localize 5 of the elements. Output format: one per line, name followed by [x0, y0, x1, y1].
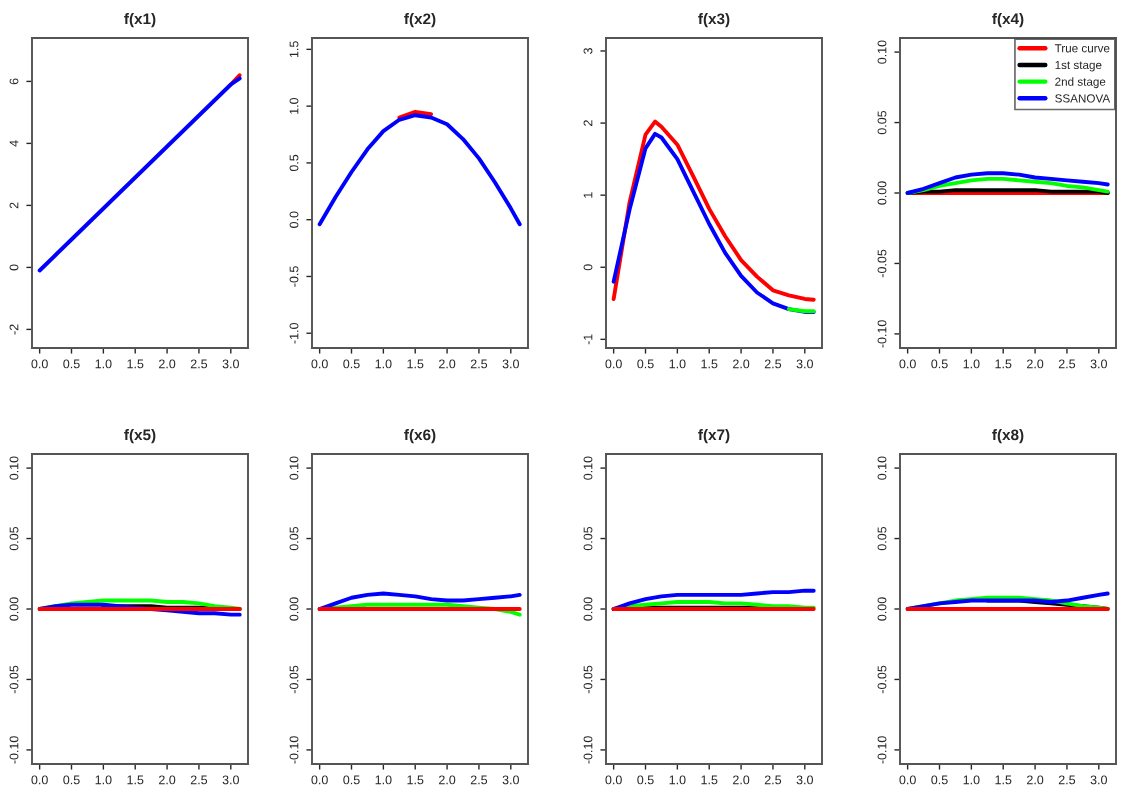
line-series	[611, 588, 816, 611]
line-series	[905, 171, 1110, 195]
line-series	[37, 76, 242, 273]
line-series	[317, 591, 522, 611]
line-series	[317, 113, 522, 227]
